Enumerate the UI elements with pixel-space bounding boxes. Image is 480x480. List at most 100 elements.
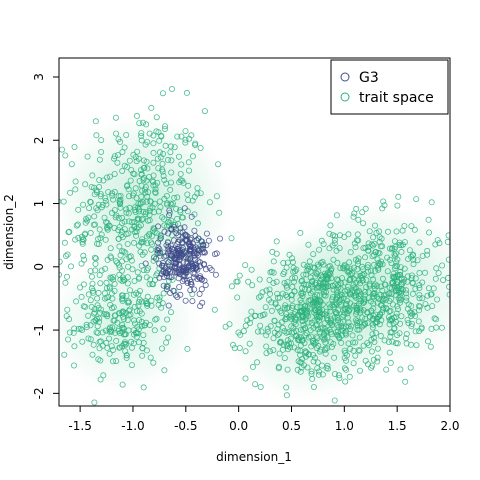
data-point-trait-space	[159, 214, 166, 221]
data-point-trait-space	[370, 234, 377, 241]
data-point-g3	[177, 291, 184, 298]
data-point-trait-space	[328, 343, 335, 350]
data-point-trait-space	[316, 309, 323, 316]
data-point-trait-space	[299, 277, 306, 284]
data-point-trait-space	[123, 354, 130, 361]
data-point-trait-space	[91, 184, 98, 191]
data-point-trait-space	[182, 128, 189, 135]
data-point-trait-space	[281, 355, 288, 362]
data-point-trait-space	[396, 297, 403, 304]
data-point-trait-space	[153, 114, 160, 121]
data-point-trait-space	[177, 170, 184, 177]
data-point-trait-space	[372, 267, 379, 274]
data-point-trait-space	[86, 205, 93, 212]
data-point-trait-space	[350, 347, 357, 354]
data-point-trait-space	[124, 316, 131, 323]
data-point-trait-space	[387, 317, 394, 324]
data-point-trait-space	[380, 304, 387, 311]
data-point-trait-space	[159, 168, 166, 175]
data-point-trait-space	[271, 329, 278, 336]
data-point-trait-space	[182, 136, 189, 143]
data-point-trait-space	[165, 218, 172, 225]
data-point-trait-space	[175, 153, 182, 160]
data-point-trait-space	[415, 302, 422, 309]
data-point-trait-space	[122, 340, 129, 347]
data-point-g3	[159, 259, 166, 266]
data-point-trait-space	[288, 315, 295, 322]
data-point-trait-space	[259, 312, 266, 319]
data-point-trait-space	[135, 208, 142, 215]
data-point-g3	[156, 246, 163, 253]
data-point-trait-space	[424, 292, 431, 299]
data-point-trait-space	[391, 325, 398, 332]
data-point-trait-space	[140, 157, 147, 164]
data-point-trait-space	[388, 260, 395, 267]
x-tick-label: 2.0	[440, 419, 459, 433]
data-point-trait-space	[171, 194, 178, 201]
data-point-trait-space	[359, 314, 366, 321]
y-tick-label: 0	[32, 263, 46, 271]
data-point-trait-space	[103, 294, 110, 301]
data-point-g3	[200, 260, 207, 267]
data-point-trait-space	[94, 302, 101, 309]
data-point-trait-space	[127, 253, 134, 260]
data-point-trait-space	[369, 331, 376, 338]
data-point-trait-space	[370, 300, 377, 307]
data-point-trait-space	[275, 321, 282, 328]
data-point-trait-space	[266, 348, 273, 355]
data-point-g3	[162, 252, 169, 259]
data-point-trait-space	[153, 128, 160, 135]
data-point-trait-space	[135, 298, 142, 305]
data-point-trait-space	[79, 326, 86, 333]
legend: G3 trait space	[330, 59, 449, 115]
data-point-trait-space	[97, 234, 104, 241]
data-point-trait-space	[164, 316, 171, 323]
data-point-trait-space	[292, 316, 299, 323]
data-point-trait-space	[84, 153, 91, 160]
data-point-trait-space	[316, 292, 323, 299]
data-point-trait-space	[138, 137, 145, 144]
data-point-trait-space	[138, 130, 145, 137]
data-point-trait-space	[119, 381, 126, 388]
data-point-trait-space	[397, 264, 404, 271]
data-point-trait-space	[379, 205, 386, 212]
data-point-g3	[172, 256, 179, 263]
data-point-trait-space	[355, 216, 362, 223]
data-point-trait-space	[370, 251, 377, 258]
data-point-trait-space	[83, 324, 90, 331]
data-point-trait-space	[149, 280, 156, 287]
data-point-trait-space	[148, 302, 155, 309]
data-point-g3	[176, 283, 183, 290]
data-point-trait-space	[310, 358, 317, 365]
data-point-trait-space	[138, 171, 145, 178]
data-point-trait-space	[133, 232, 140, 239]
data-point-trait-space	[374, 354, 381, 361]
data-point-trait-space	[85, 312, 92, 319]
data-point-trait-space	[146, 211, 153, 218]
data-point-trait-space	[113, 130, 120, 137]
data-point-trait-space	[143, 319, 150, 326]
data-point-trait-space	[98, 231, 105, 238]
data-point-trait-space	[92, 118, 99, 125]
data-point-trait-space	[391, 245, 398, 252]
data-point-trait-space	[159, 160, 166, 167]
data-point-trait-space	[96, 318, 103, 325]
data-point-trait-space	[362, 254, 369, 261]
data-point-trait-space	[140, 384, 147, 391]
data-point-trait-space	[110, 273, 117, 280]
data-point-trait-space	[282, 302, 289, 309]
data-point-trait-space	[138, 132, 145, 139]
data-point-trait-space	[306, 258, 313, 265]
data-point-trait-space	[391, 314, 398, 321]
data-point-trait-space	[127, 287, 134, 294]
data-point-trait-space	[90, 287, 97, 294]
data-point-trait-space	[124, 183, 131, 190]
data-point-trait-space	[359, 263, 366, 270]
data-point-trait-space	[318, 325, 325, 332]
data-point-trait-space	[66, 329, 73, 336]
data-point-trait-space	[113, 358, 120, 365]
data-point-trait-space	[106, 350, 113, 357]
data-point-trait-space	[134, 148, 141, 155]
data-point-trait-space	[297, 229, 304, 236]
y-axis-title: dimension_2	[2, 194, 16, 270]
